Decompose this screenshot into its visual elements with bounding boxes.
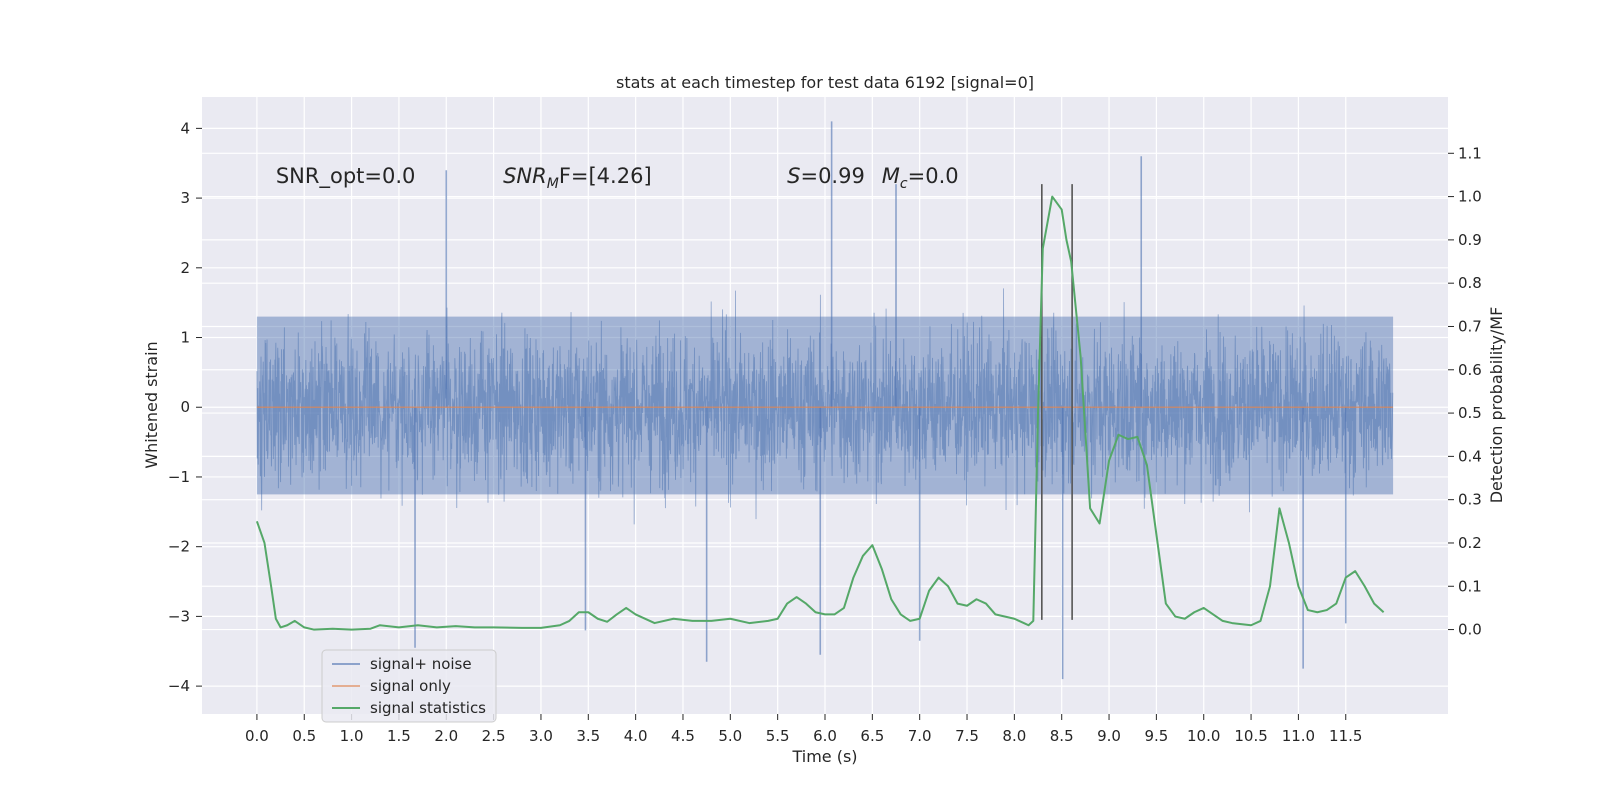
- x-tick-label: 1.5: [387, 727, 411, 745]
- annotation-main-text: S: [787, 164, 800, 188]
- annotation-layer: SNR_opt=0.0 SNRMF=[4.26] S=0.99 Mc=0.0: [276, 164, 959, 192]
- x-axis-label: Time (s): [791, 747, 857, 766]
- y-right-tick-label: 1.0: [1458, 188, 1482, 206]
- annotation-subscript: c: [900, 176, 908, 192]
- y-right-tick-label: 0.4: [1458, 447, 1482, 465]
- x-tick-label: 0.0: [245, 727, 269, 745]
- y-right-tick-label: 0.1: [1458, 577, 1482, 595]
- x-tick-label: 10.5: [1234, 727, 1267, 745]
- tick-layer: 0.0 0.5 1.0 1.5 2.0 2.5 3.0 3.5 4.0 4.5 5.0 5.5 6.0 6…: [168, 119, 1482, 745]
- annotation-main-text: M: [882, 164, 900, 188]
- legend-label: signal only: [370, 677, 451, 695]
- y-right-tick-label: 0.7: [1458, 317, 1482, 335]
- y-left-tick-label: −2: [168, 538, 190, 556]
- x-tick-label: 10.0: [1187, 727, 1220, 745]
- noise-series-layer: [256, 121, 1394, 680]
- x-tick-label: 5.5: [766, 727, 790, 745]
- y-left-tick-label: 1: [180, 329, 190, 347]
- y-right-tick-label: 0.3: [1458, 491, 1482, 509]
- x-tick-label: 8.5: [1050, 727, 1074, 745]
- y-right-tick-label: 1.1: [1458, 144, 1482, 162]
- x-tick-label: 6.0: [813, 727, 837, 745]
- noise-core-band: [256, 316, 1394, 495]
- x-tick-label: 3.0: [529, 727, 553, 745]
- x-tick-label: 7.0: [908, 727, 932, 745]
- annotation-main-text: SNR: [503, 164, 547, 188]
- y-left-tick-label: 0: [180, 398, 190, 416]
- x-tick-label: 1.0: [340, 727, 364, 745]
- annotation-subscript: M: [547, 176, 559, 192]
- statistics-series-layer: [255, 195, 1385, 631]
- x-tick-label: 6.5: [860, 727, 884, 745]
- legend-label: signal+ noise: [370, 655, 472, 673]
- x-tick-label: 2.5: [482, 727, 506, 745]
- y-right-tick-label: 0.5: [1458, 404, 1482, 422]
- legend-label: signal statistics: [370, 699, 486, 717]
- x-tick-label: 5.0: [718, 727, 742, 745]
- y-right-tick-label: 0.8: [1458, 274, 1482, 292]
- x-tick-label: 11.0: [1282, 727, 1315, 745]
- annotation-tail-text: F=[4.26]: [559, 164, 652, 188]
- x-tick-label: 3.5: [576, 727, 600, 745]
- legend-box: [321, 649, 497, 723]
- y-axis-right-label: Detection probability/MF: [1487, 307, 1506, 504]
- x-tick-label: 0.5: [292, 727, 316, 745]
- annotation-stat-s: S=0.99: [787, 164, 865, 188]
- x-tick-label: 2.0: [434, 727, 458, 745]
- y-right-tick-label: 0.2: [1458, 534, 1482, 552]
- x-tick-label: 8.0: [1002, 727, 1026, 745]
- x-tick-label: 4.0: [624, 727, 648, 745]
- x-tick-label: 11.5: [1329, 727, 1362, 745]
- y-right-tick-label: 0.9: [1458, 231, 1482, 249]
- y-left-tick-label: −3: [168, 607, 190, 625]
- x-tick-label: 4.5: [671, 727, 695, 745]
- x-tick-label: 9.0: [1097, 727, 1121, 745]
- y-axis-left-label: Whitened strain: [142, 341, 161, 468]
- x-tick-label: 9.5: [1144, 727, 1168, 745]
- annotation-stat-mc: Mc=0.0: [882, 164, 959, 192]
- legend: signal+ noise signal only signal statistic…: [321, 649, 497, 723]
- y-right-tick-label: 0.6: [1458, 361, 1482, 379]
- y-right-tick-label: 0.0: [1458, 621, 1482, 639]
- annotation-tail-text: =0.99: [800, 164, 864, 188]
- annotation-tail-text: =0.0: [908, 164, 959, 188]
- x-tick-label: 7.5: [955, 727, 979, 745]
- annotation-snr-opt: SNR_opt=0.0: [276, 164, 416, 189]
- y-left-tick-label: 3: [180, 189, 190, 207]
- signal-statistics-line: [255, 195, 1385, 631]
- y-left-tick-label: −4: [168, 677, 190, 695]
- grid-layer: [202, 97, 1448, 714]
- annotation-snr-mf: SNRMF=[4.26]: [503, 164, 652, 192]
- y-left-tick-label: 4: [180, 119, 190, 137]
- y-left-tick-label: −1: [168, 468, 190, 486]
- y-left-tick-label: 2: [180, 259, 190, 277]
- chart-title: stats at each timestep for test data 619…: [616, 73, 1034, 92]
